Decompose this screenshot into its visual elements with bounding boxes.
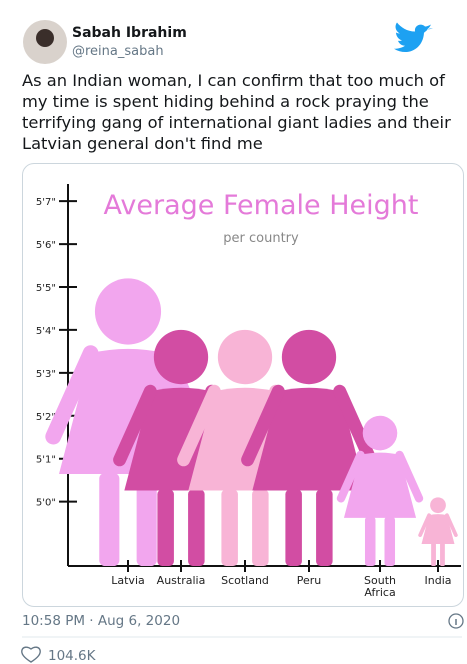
figure-arms (418, 513, 458, 537)
heart-icon[interactable] (21, 646, 41, 663)
figure (418, 497, 458, 566)
figure-leg (221, 489, 238, 566)
x-tick-label: Latvia (111, 574, 145, 587)
info-icon[interactable] (448, 613, 464, 629)
figure-head (217, 329, 273, 385)
figure-head (362, 415, 398, 451)
tweet-text: As an Indian woman, I can confirm that t… (22, 71, 451, 153)
y-tick-label: 5'1" (36, 455, 56, 466)
chart-title: Average Female Height (104, 190, 419, 221)
figure-head (153, 329, 209, 385)
x-tick-label: Peru (296, 574, 322, 587)
y-tick-label: 5'4" (36, 326, 56, 337)
figure-leg (99, 472, 120, 566)
figure (336, 415, 424, 566)
x-tick-label: South Africa (364, 574, 396, 599)
figure-leg (285, 489, 302, 566)
y-tick-label: 5'3" (36, 369, 56, 380)
figure-arms (336, 450, 424, 503)
y-tick-label: 5'6" (36, 240, 56, 251)
y-tick-label: 5'2" (36, 412, 56, 423)
like-count[interactable]: 104.6K (48, 648, 96, 664)
user-name[interactable]: Sabah Ibrahim (72, 25, 187, 41)
chart-subtitle: per country (223, 231, 299, 246)
figure-head (430, 497, 446, 514)
figure-leg (157, 489, 174, 566)
figure-dress (252, 387, 366, 491)
figure-head (94, 278, 162, 345)
x-tick-label: Australia (156, 574, 206, 587)
chart-image[interactable]: Average Female Height per country 5'0" 5'… (22, 163, 464, 607)
y-tick-label: 5'5" (36, 283, 56, 294)
figure-leg (384, 516, 396, 566)
figure (241, 329, 377, 566)
x-tick-label: Scotland (221, 574, 269, 587)
figure-leg (252, 489, 269, 566)
figure-leg (440, 543, 445, 566)
figure-head (281, 329, 337, 385)
figure-dress (421, 514, 455, 545)
figure-leg (431, 543, 436, 566)
twitter-logo[interactable] (394, 22, 433, 53)
avatar-face (36, 29, 54, 47)
figure-leg (364, 516, 376, 566)
user-handle[interactable]: @reina_sabah (72, 44, 164, 59)
timestamp[interactable]: 10:58 PM · Aug 6, 2020 (22, 613, 181, 629)
figure-leg (316, 489, 333, 566)
y-tick-label: 5'7" (36, 197, 56, 208)
chart: Average Female Height per country 5'0" 5'… (36, 184, 461, 572)
figure-dress (343, 452, 417, 518)
x-tick-label: India (424, 574, 452, 587)
figure-leg (136, 472, 157, 566)
figure-arms (241, 384, 377, 467)
figure-leg (188, 489, 205, 566)
y-tick-label: 5'0" (36, 498, 56, 509)
